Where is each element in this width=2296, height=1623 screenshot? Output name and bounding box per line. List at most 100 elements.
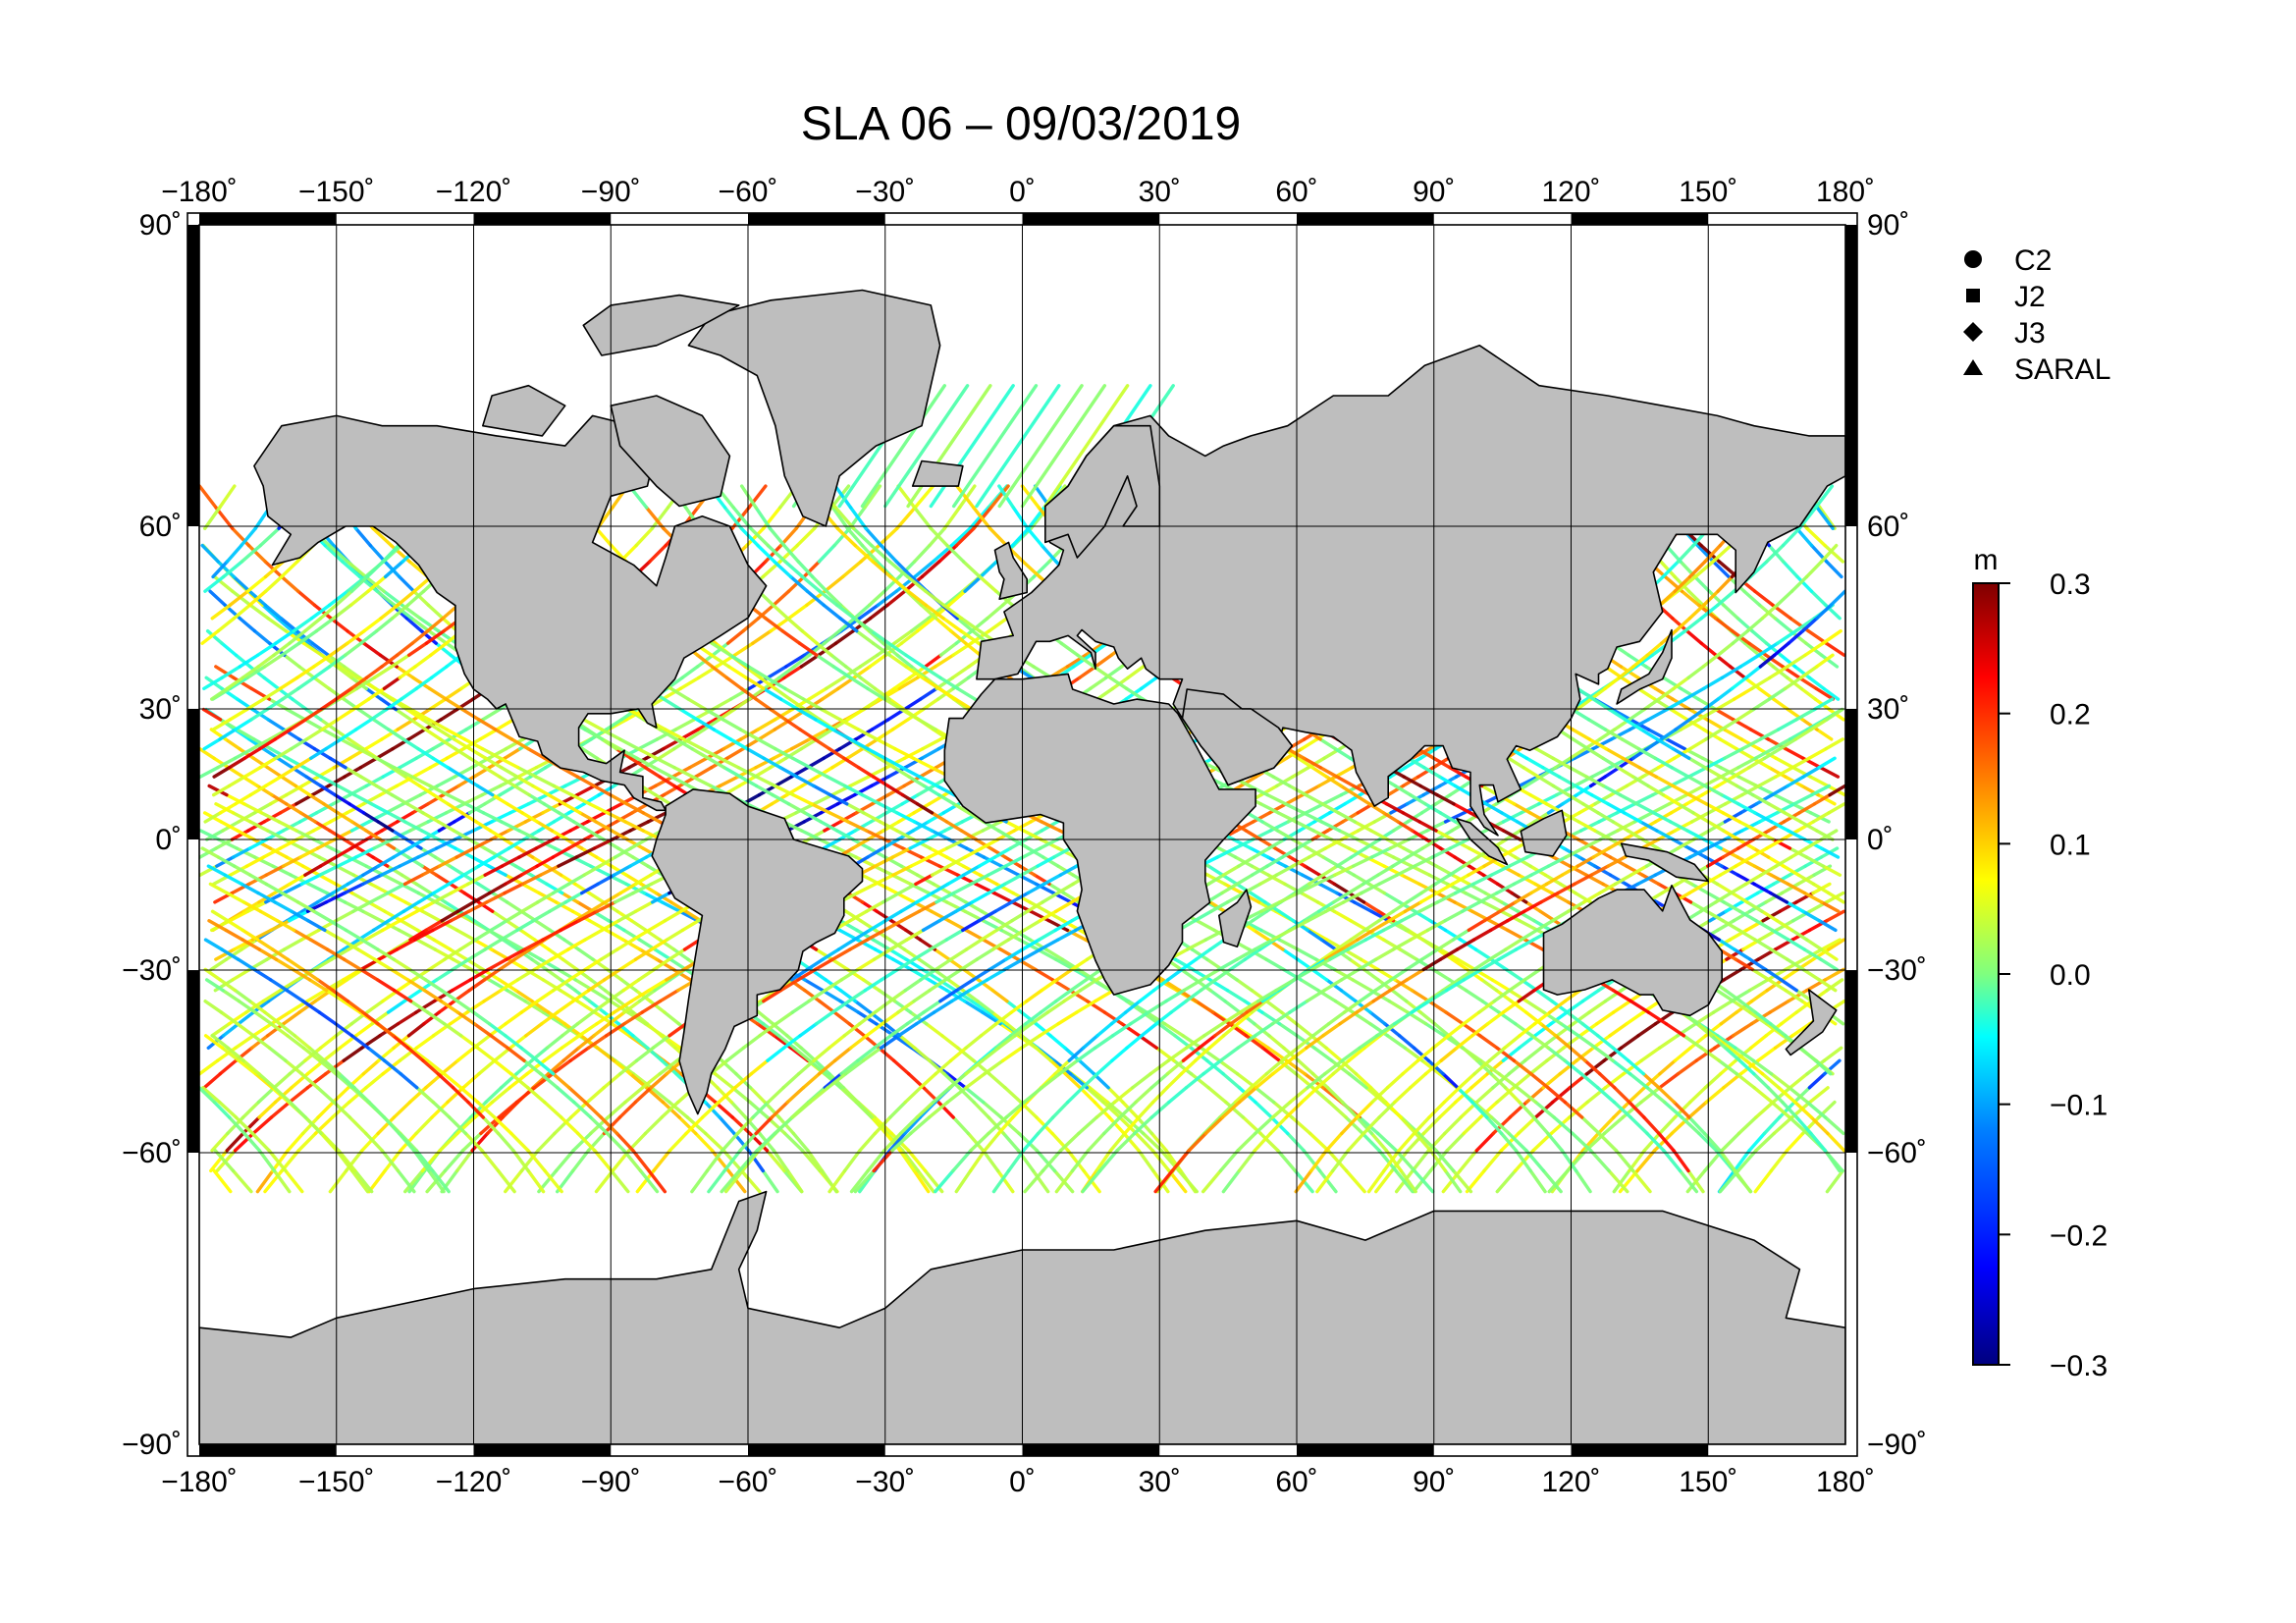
track-segment	[399, 919, 420, 933]
track-segment	[1054, 967, 1074, 982]
track-segment	[1787, 629, 1805, 645]
track-segment	[363, 928, 385, 942]
track-segment	[786, 574, 806, 593]
track-segment	[401, 737, 420, 751]
track-segment	[616, 1000, 635, 1014]
track-segment	[841, 1086, 860, 1105]
track-segment	[982, 1100, 1003, 1119]
track-segment	[971, 967, 991, 982]
track-segment	[265, 766, 284, 779]
track-segment	[524, 1022, 544, 1038]
track-segment	[1009, 891, 1030, 904]
track-segment	[213, 1149, 236, 1173]
track-segment	[409, 707, 431, 722]
track-segment	[891, 864, 913, 877]
track-segment	[639, 882, 659, 895]
track-segment	[1265, 855, 1285, 868]
track-segment	[677, 909, 700, 923]
track-segment	[932, 1086, 952, 1105]
track-segment	[507, 820, 528, 833]
track-segment	[1524, 1149, 1546, 1173]
track-segment	[851, 838, 871, 850]
track-segment	[778, 978, 800, 993]
track-segment	[1362, 900, 1381, 913]
track-segment	[343, 900, 365, 913]
track-segment	[1807, 1072, 1827, 1090]
track-segment	[257, 1100, 278, 1119]
track-segment	[1237, 855, 1256, 868]
track-segment	[1150, 1149, 1171, 1173]
track-segment	[272, 1168, 292, 1194]
track-segment	[1235, 978, 1254, 993]
track-segment	[1022, 1086, 1044, 1105]
track-segment	[1362, 873, 1380, 887]
track-segment	[472, 919, 491, 933]
track-segment	[765, 676, 787, 691]
track-segment	[1781, 967, 1800, 982]
track-segment	[1108, 676, 1129, 691]
track-segment	[1518, 1100, 1536, 1119]
track-segment	[856, 728, 879, 741]
track-segment	[981, 1149, 1000, 1173]
track-segment	[380, 728, 400, 741]
track-segment	[427, 686, 449, 701]
track-segment	[897, 882, 918, 895]
track-segment	[1510, 891, 1528, 904]
track-segment	[853, 1000, 873, 1014]
track-segment	[1260, 1046, 1282, 1062]
track-segment	[361, 811, 380, 824]
track-segment	[852, 928, 872, 942]
track-segment	[1794, 1000, 1814, 1014]
track-segment	[782, 665, 804, 679]
track-segment	[800, 1149, 822, 1173]
track-segment	[1773, 617, 1792, 633]
track-segment	[477, 855, 496, 868]
track-segment	[1304, 802, 1326, 815]
track-segment	[604, 891, 622, 904]
track-segment	[408, 820, 430, 833]
track-segment	[238, 617, 257, 633]
track-segment	[1254, 1100, 1274, 1119]
track-segment	[969, 1131, 990, 1153]
track-segment	[653, 978, 672, 993]
track-segment	[1137, 1100, 1155, 1119]
track-segment	[563, 891, 584, 904]
track-segment	[613, 891, 635, 904]
track-segment	[1499, 909, 1522, 923]
track-segment	[505, 947, 527, 961]
track-segment	[1236, 1010, 1255, 1026]
track-segment	[1804, 560, 1824, 579]
track-segment	[772, 589, 791, 607]
track-segment	[379, 864, 401, 877]
track-segment	[224, 947, 243, 961]
track-segment	[860, 792, 881, 806]
track-segment	[1772, 1115, 1794, 1136]
track-segment	[1179, 1058, 1198, 1076]
track-segment	[495, 718, 515, 731]
track-segment	[1123, 1115, 1141, 1136]
track-segment	[730, 1086, 752, 1105]
track-segment	[902, 775, 923, 788]
track-segment	[1722, 967, 1743, 982]
track-segment	[1294, 820, 1315, 833]
track-segment	[1013, 1022, 1034, 1038]
track-segment	[1694, 1046, 1717, 1062]
track-segment	[295, 967, 317, 982]
track-segment	[1022, 919, 1042, 933]
track-segment	[1679, 718, 1701, 731]
track-segment	[961, 560, 982, 579]
track-segment	[562, 802, 582, 815]
track-segment	[835, 792, 857, 806]
track-segment	[1342, 891, 1363, 904]
track-segment	[1641, 1072, 1661, 1090]
track-segment	[406, 1022, 426, 1038]
track-segment	[1066, 1149, 1086, 1173]
track-segment	[615, 938, 635, 951]
track-segment	[1514, 855, 1532, 868]
track-segment	[262, 676, 281, 691]
track-segment	[824, 676, 845, 691]
track-segment	[1166, 967, 1184, 982]
track-segment	[813, 1058, 831, 1076]
track-segment	[402, 820, 424, 833]
track-segment	[667, 1131, 688, 1153]
